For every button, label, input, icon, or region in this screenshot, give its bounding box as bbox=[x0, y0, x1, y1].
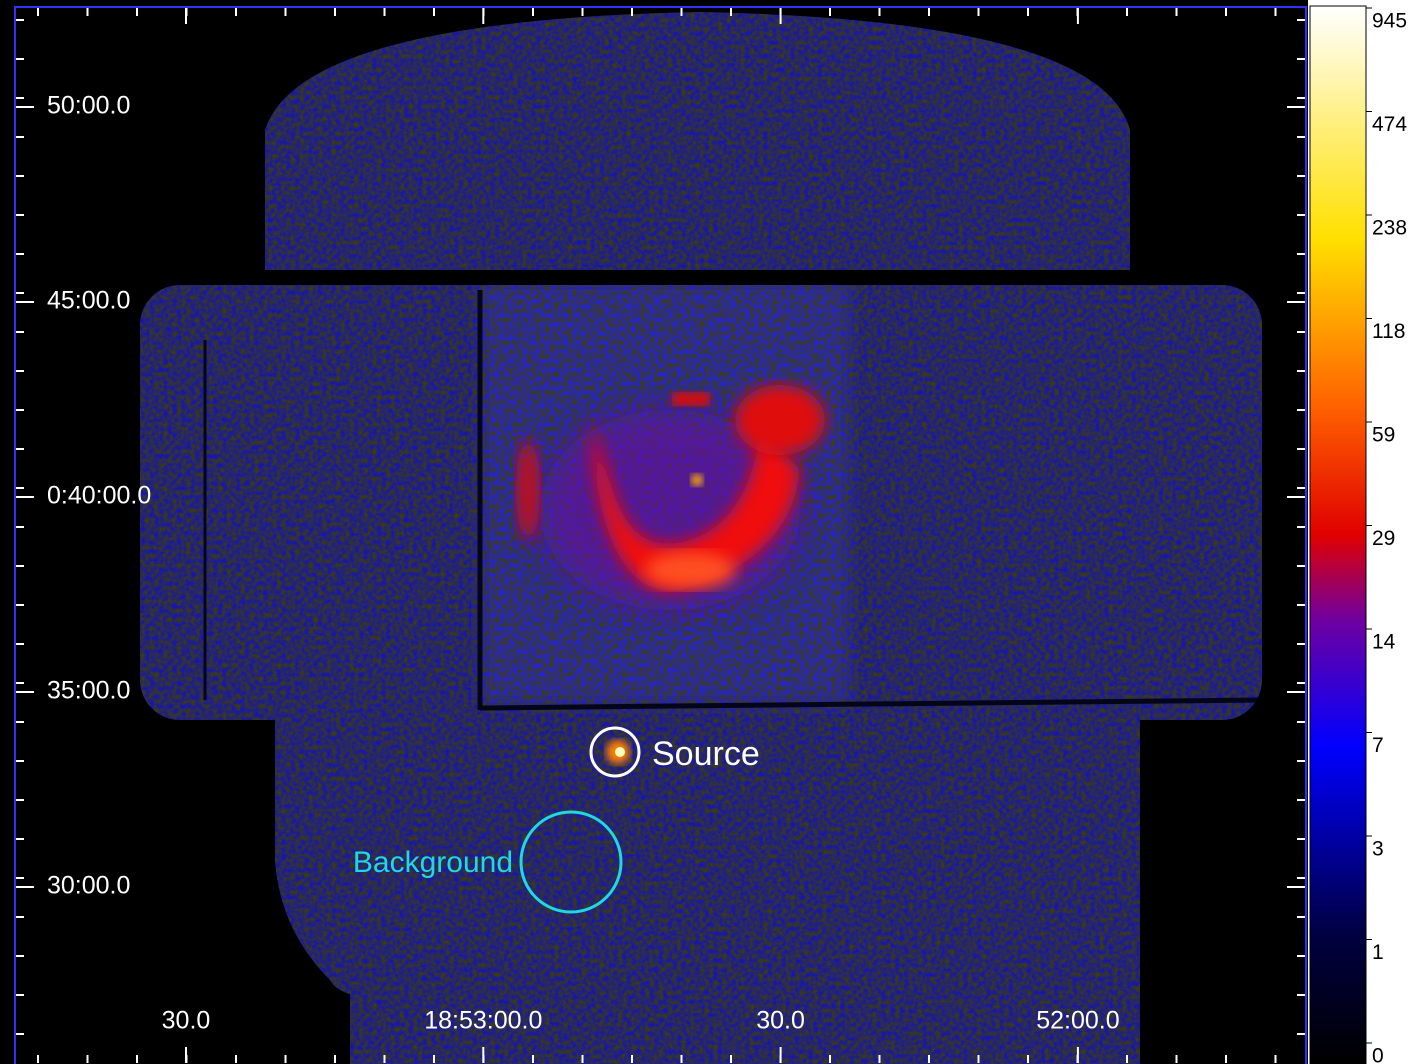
colorbar-label: 29 bbox=[1372, 527, 1395, 550]
y-axis-label: 50:00.0 bbox=[47, 92, 130, 120]
colorbar-label: 0 bbox=[1372, 1045, 1384, 1064]
x-axis-label: 52:00.0 bbox=[1036, 1007, 1119, 1035]
colorbar-label: 59 bbox=[1372, 424, 1395, 447]
colorbar-label: 14 bbox=[1372, 631, 1396, 654]
y-axis-label: 0:40:00.0 bbox=[47, 482, 151, 510]
colorbar-label: 7 bbox=[1372, 734, 1384, 757]
x-axis-label: 30.0 bbox=[162, 1007, 211, 1035]
background-label: Background bbox=[353, 846, 513, 879]
y-axis-label: 30:00.0 bbox=[47, 872, 130, 900]
colorbar bbox=[1310, 6, 1366, 1064]
x-axis-label: 30.0 bbox=[756, 1007, 805, 1035]
y-axis-label: 45:00.0 bbox=[47, 287, 130, 315]
colorbar-label: 3 bbox=[1372, 838, 1384, 861]
colorbar-label: 118 bbox=[1372, 320, 1405, 343]
colorbar-label: 1 bbox=[1372, 941, 1384, 964]
page: Source Background 50:00.0 45:00.0 0:40:00.… bbox=[0, 0, 1422, 1064]
y-axis-label: 35:00.0 bbox=[47, 677, 130, 705]
colorbar-label: 238 bbox=[1372, 217, 1407, 240]
colorbar-label: 474 bbox=[1372, 113, 1407, 136]
colorbar-label: 945 bbox=[1372, 10, 1407, 33]
x-axis-label: 18:53:00.0 bbox=[424, 1007, 542, 1035]
ds9-view: Source Background 50:00.0 45:00.0 0:40:00.… bbox=[0, 0, 1422, 1064]
source-label: Source bbox=[652, 735, 760, 773]
